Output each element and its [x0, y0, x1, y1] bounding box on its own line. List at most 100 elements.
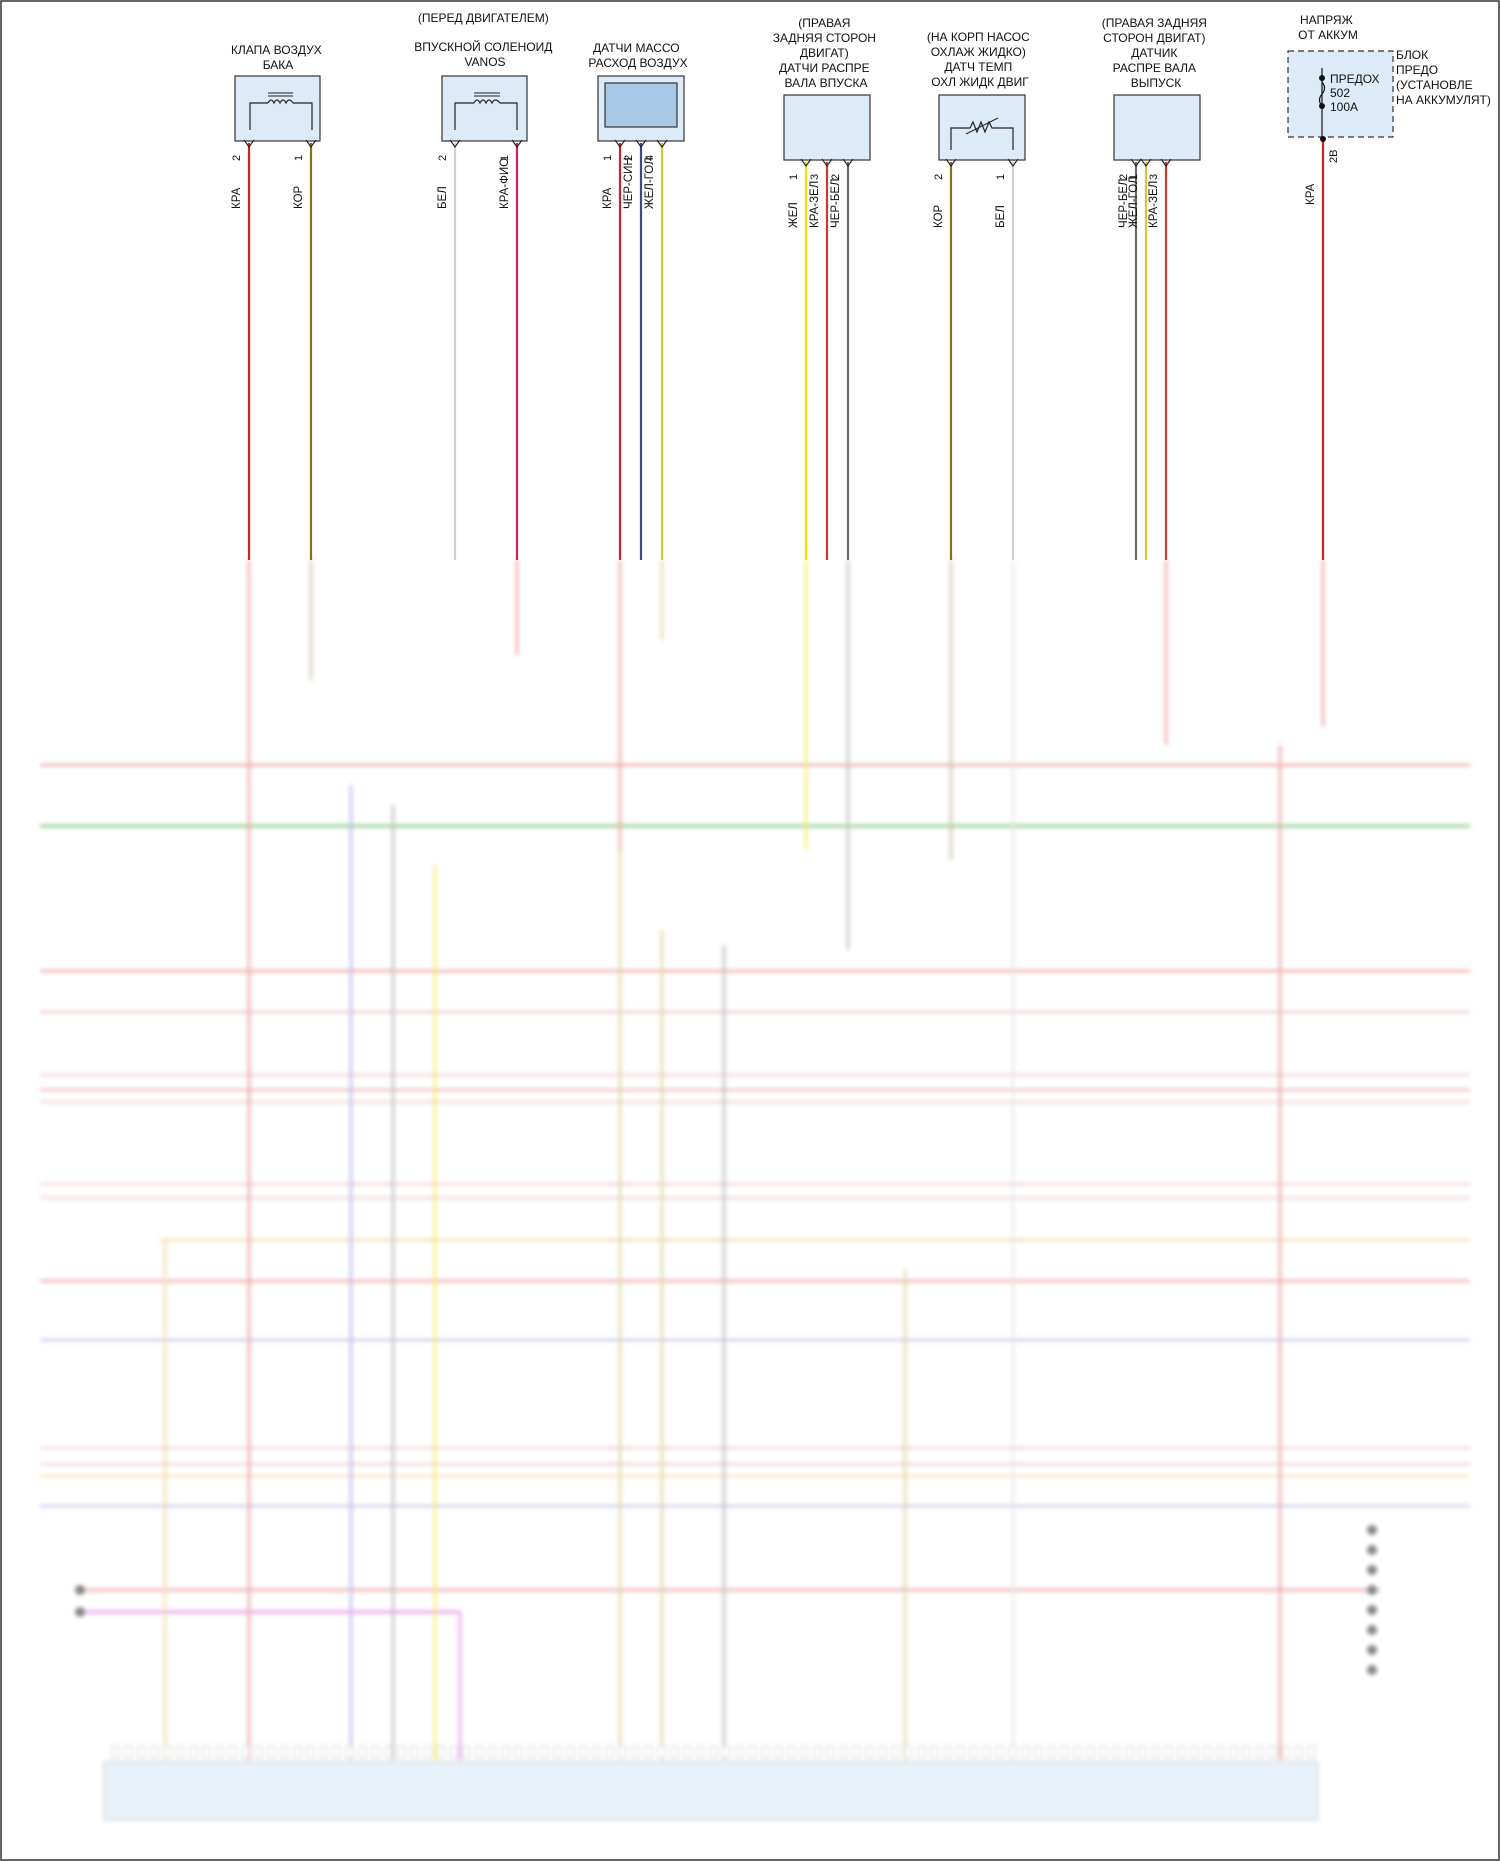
solenoid-coil-icon	[454, 102, 518, 130]
ecu-pin	[1060, 1745, 1069, 1759]
ecu-pin	[111, 1745, 120, 1759]
purge-valve-connector	[234, 75, 321, 142]
ecu-pin	[163, 1745, 172, 1759]
pin-number: 2	[231, 155, 243, 161]
pin-terminal	[1130, 158, 1142, 167]
ecu-pin	[904, 1745, 913, 1759]
pin-number: 1	[293, 155, 305, 161]
ecu-pin	[358, 1745, 367, 1759]
fuse-name: ПРЕДОХ	[1330, 72, 1380, 86]
pin-terminal	[449, 139, 461, 148]
ecu-pin	[1112, 1745, 1121, 1759]
ecu-pin	[1138, 1745, 1147, 1759]
wire-label: БЕЛ	[995, 205, 1007, 228]
ecu-pin	[1086, 1745, 1095, 1759]
pin-terminal	[945, 158, 957, 167]
fuse-terminal-dot	[1320, 136, 1326, 142]
ecu-pin	[1164, 1745, 1173, 1759]
ground-point	[75, 1585, 85, 1595]
wire-label: БЕЛ	[437, 186, 449, 209]
ecu-pin	[683, 1745, 692, 1759]
ecu-pin	[1008, 1745, 1017, 1759]
ecu-pin	[319, 1745, 328, 1759]
wire-label: КРА-ЗЕЛ	[809, 181, 821, 228]
ecu-connector-block	[103, 1761, 1319, 1821]
ecu-pin	[748, 1745, 757, 1759]
ecu-pin	[137, 1745, 146, 1759]
pin-terminal	[821, 158, 833, 167]
ecu-pin	[605, 1745, 614, 1759]
ecu-pin	[150, 1745, 159, 1759]
ecu-pin	[228, 1745, 237, 1759]
ecu-pin	[1047, 1745, 1056, 1759]
pin-terminal	[635, 139, 647, 148]
ecu-pin	[176, 1745, 185, 1759]
pin-number: 2	[933, 174, 945, 180]
fuse-terminal: 2B	[1328, 150, 1340, 163]
ecu-pin	[865, 1745, 874, 1759]
wire-label: ЖЕЛ-ГОЛ	[644, 157, 656, 209]
ecu-pin	[488, 1745, 497, 1759]
ecu-pin	[202, 1745, 211, 1759]
ecu-pin	[982, 1745, 991, 1759]
ecu-pin	[839, 1745, 848, 1759]
ecu-pin	[917, 1745, 926, 1759]
wire-label: КОР	[293, 185, 305, 209]
ecu-pin	[540, 1745, 549, 1759]
pin-number: 1	[1128, 174, 1140, 180]
lower-blurred-section	[40, 560, 1470, 1821]
ecu-pin	[384, 1745, 393, 1759]
wire-label: КРА-ЗЕЛ	[1148, 181, 1160, 228]
fuse-rating: 100A	[1330, 100, 1358, 114]
ecu-pin	[657, 1745, 666, 1759]
ecu-pin	[267, 1745, 276, 1759]
ecu-pin	[774, 1745, 783, 1759]
pin-number: 2	[830, 174, 842, 180]
fuse-icon-top	[1319, 75, 1325, 81]
exhaust-cam-sensor-label: (ПРАВАЯ ЗАДНЯЯ СТОРОН ДВИГАТ) ДАТЧИК РАС…	[1102, 16, 1211, 90]
ecu-pin	[1125, 1745, 1134, 1759]
maf-sensor-connector	[597, 75, 685, 142]
wire-label: ЖЕЛ-ГОЛ	[1128, 176, 1140, 228]
wire-label: КРА-ФИО	[499, 158, 511, 209]
ground-point	[75, 1607, 85, 1617]
ecu-pin	[1034, 1745, 1043, 1759]
ground-point	[1367, 1605, 1377, 1615]
purge-valve-label: КЛАПА ВОЗДУХ БАКА	[231, 43, 325, 72]
ecu-pin	[1294, 1745, 1303, 1759]
pin-number: 1	[602, 155, 614, 161]
ecu-pin	[1203, 1745, 1212, 1759]
battery-voltage-label: НАПРЯЖ ОТ АККУМ	[1298, 13, 1358, 42]
ecu-pin	[1268, 1745, 1277, 1759]
ecu-pin	[410, 1745, 419, 1759]
coolant-temp-sensor-label: (НА КОРП НАСОС ОХЛАЖ ЖИДКО) ДАТЧ ТЕМП ОХ…	[927, 30, 1033, 89]
pin-number: 2	[1118, 174, 1130, 180]
ecu-pin	[527, 1745, 536, 1759]
pin-terminal	[1160, 158, 1172, 167]
ecu-pin	[1281, 1745, 1290, 1759]
ecu-pin	[1021, 1745, 1030, 1759]
fuse-icon	[1318, 81, 1326, 107]
ecu-pin	[293, 1745, 302, 1759]
ecu-pin	[1151, 1745, 1160, 1759]
thermistor-icon	[950, 120, 1014, 150]
ecu-pin	[1190, 1745, 1199, 1759]
ecu-pin	[631, 1745, 640, 1759]
ground-point	[1367, 1645, 1377, 1655]
ecu-pin	[1229, 1745, 1238, 1759]
ecu-pin	[709, 1745, 718, 1759]
ecu-pin	[553, 1745, 562, 1759]
ground-point	[1367, 1525, 1377, 1535]
ecu-pin	[189, 1745, 198, 1759]
ecu-pin	[696, 1745, 705, 1759]
ecu-pin	[1216, 1745, 1225, 1759]
coolant-temp-sensor-connector	[938, 94, 1026, 161]
intake-cam-sensor-label: (ПРАВАЯ ЗАДНЯЯ СТОРОН ДВИГАТ) ДАТЧИ РАСП…	[773, 16, 880, 90]
wire-label: ЖЕЛ	[788, 202, 800, 228]
ecu-pin	[930, 1745, 939, 1759]
wire-label: КРА	[602, 187, 614, 209]
ground-point	[1367, 1545, 1377, 1555]
